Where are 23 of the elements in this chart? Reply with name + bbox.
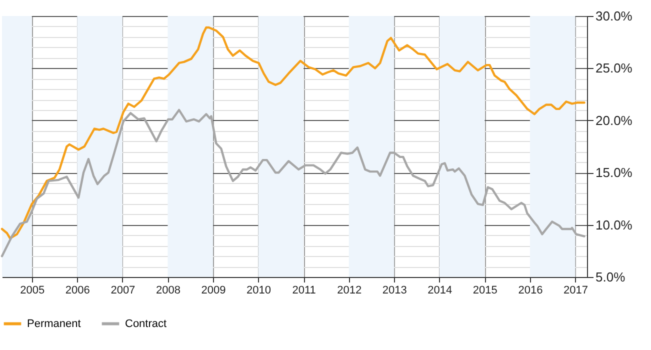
y-tick-label: 5.0% — [596, 270, 626, 284]
y-tick-label: 30.0% — [596, 8, 633, 24]
x-tick-label: 2014 — [428, 284, 452, 296]
x-tick-label: 2008 — [156, 284, 180, 296]
line-series — [0, 108, 586, 258]
y-tick-label: 10.0% — [596, 217, 633, 232]
y-tick-label: 20.0% — [596, 112, 633, 128]
x-tick-label: 2009 — [201, 284, 226, 296]
legend-label: Permanent — [27, 318, 81, 330]
x-tick-label: 2012 — [337, 284, 362, 296]
x-tick-label: 2016 — [518, 284, 543, 296]
y-tick-label: 15.0% — [596, 165, 633, 180]
x-tick-label: 2011 — [292, 284, 316, 296]
y-tick-label: 25.0% — [596, 60, 633, 76]
x-tick-label: 2005 — [20, 284, 45, 296]
x-tick-label: 2013 — [382, 284, 407, 296]
legend-label: Contract — [125, 318, 167, 330]
line-series — [0, 26, 586, 240]
x-tick-label: 2006 — [65, 284, 90, 296]
x-tick-label: 2017 — [563, 284, 588, 296]
x-tick-label: 2007 — [110, 284, 136, 296]
x-tick-label: 2015 — [472, 284, 498, 296]
x-tick-label: 2010 — [246, 284, 272, 296]
